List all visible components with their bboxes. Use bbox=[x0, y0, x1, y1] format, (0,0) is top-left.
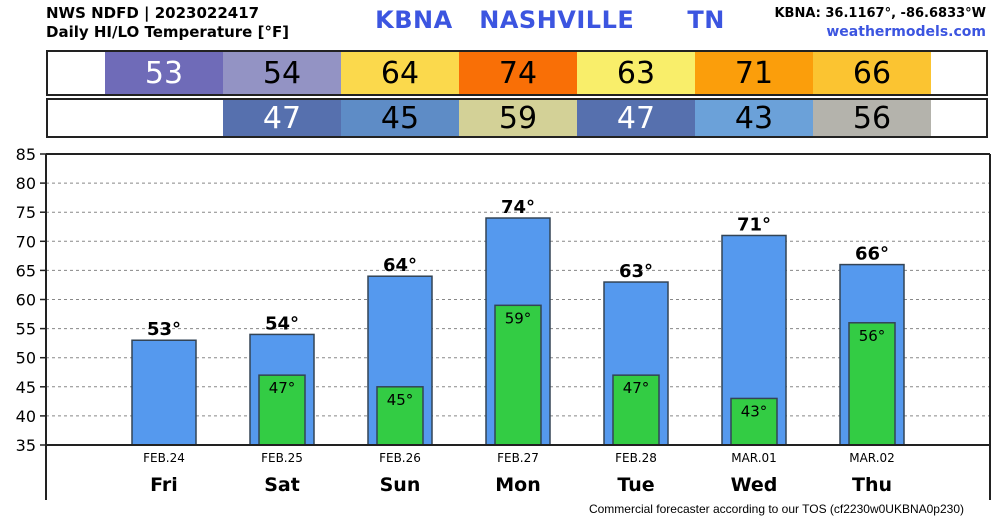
y-tick-label: 65 bbox=[16, 261, 36, 280]
hi-data-label: 53° bbox=[147, 319, 181, 340]
y-tick-label: 40 bbox=[16, 407, 36, 426]
lo-cell-wed: 43 bbox=[695, 100, 813, 136]
hi-data-label: 64° bbox=[383, 255, 417, 276]
x-date-label: FEB.24 bbox=[143, 451, 185, 465]
y-tick-label: 50 bbox=[16, 349, 36, 368]
x-day-label: Tue bbox=[617, 474, 654, 496]
x-date-label: MAR.01 bbox=[731, 451, 777, 465]
lo-cell-thu: 56 bbox=[813, 100, 931, 136]
hi-cell-sun: 64 bbox=[341, 52, 459, 94]
lo-data-label: 43° bbox=[741, 402, 768, 420]
hi-cell-sat: 54 bbox=[223, 52, 341, 94]
footer-note: Commercial forecaster according to our T… bbox=[588, 502, 964, 516]
y-tick-label: 55 bbox=[16, 320, 36, 339]
hi-cell-thu: 66 bbox=[813, 52, 931, 94]
y-tick-label: 45 bbox=[16, 378, 36, 397]
chart-subtitle: Daily HI/LO Temperature [°F] bbox=[46, 23, 290, 41]
site-link[interactable]: weathermodels.com bbox=[826, 24, 986, 40]
hi-temperature-row: 53 54 64 74 63 71 66 bbox=[46, 50, 988, 96]
hi-data-label: 71° bbox=[737, 214, 771, 235]
x-date-label: FEB.27 bbox=[497, 451, 539, 465]
station-coords: KBNA: 36.1167°, -86.6833°W bbox=[774, 6, 986, 21]
hi-cell-fri: 53 bbox=[105, 52, 223, 94]
x-day-label: Sun bbox=[380, 474, 421, 496]
hi-cell-tue: 63 bbox=[577, 52, 695, 94]
hi-data-label: 66° bbox=[855, 244, 889, 265]
x-date-label: FEB.28 bbox=[615, 451, 657, 465]
x-day-label: Fri bbox=[150, 474, 178, 496]
lo-bar bbox=[258, 374, 306, 446]
x-date-label: MAR.02 bbox=[849, 451, 895, 465]
lo-bar bbox=[612, 374, 660, 446]
source-line: NWS NDFD | 2023022417 bbox=[46, 4, 260, 22]
lo-cell-sun: 45 bbox=[341, 100, 459, 136]
x-day-label: Sat bbox=[264, 474, 300, 496]
x-date-label: FEB.25 bbox=[261, 451, 303, 465]
header-left: NWS NDFD | 2023022417 Daily HI/LO Temper… bbox=[46, 4, 289, 42]
y-tick-label: 75 bbox=[16, 203, 36, 222]
y-tick-label: 85 bbox=[16, 145, 36, 164]
station-title: KBNA NASHVILLE TN bbox=[375, 6, 725, 34]
hi-cell-wed: 71 bbox=[695, 52, 813, 94]
header-right: KBNA: 36.1167°, -86.6833°W weathermodels… bbox=[774, 4, 986, 42]
lo-cell-sat: 47 bbox=[223, 100, 341, 136]
hi-cell-mon: 74 bbox=[459, 52, 577, 94]
hi-data-label: 54° bbox=[265, 313, 299, 334]
hi-data-label: 74° bbox=[501, 197, 535, 218]
lo-data-label: 56° bbox=[859, 327, 886, 345]
lo-cell-mon: 59 bbox=[459, 100, 577, 136]
y-tick-label: 70 bbox=[16, 232, 36, 251]
lo-data-label: 45° bbox=[387, 391, 414, 409]
x-day-label: Mon bbox=[495, 474, 541, 496]
y-tick-label: 80 bbox=[16, 174, 36, 193]
x-day-label: Thu bbox=[852, 474, 892, 496]
y-tick-label: 35 bbox=[16, 436, 36, 455]
x-date-label: FEB.26 bbox=[379, 451, 421, 465]
hi-data-label: 63° bbox=[619, 261, 653, 282]
x-day-label: Wed bbox=[731, 474, 778, 496]
lo-data-label: 47° bbox=[623, 379, 650, 397]
y-tick-label: 60 bbox=[16, 291, 36, 310]
hi-bar bbox=[131, 339, 197, 446]
lo-data-label: 59° bbox=[505, 309, 532, 327]
lo-data-label: 47° bbox=[269, 379, 296, 397]
lo-temperature-row: 47 45 59 47 43 56 bbox=[46, 98, 988, 138]
lo-cell-tue: 47 bbox=[577, 100, 695, 136]
